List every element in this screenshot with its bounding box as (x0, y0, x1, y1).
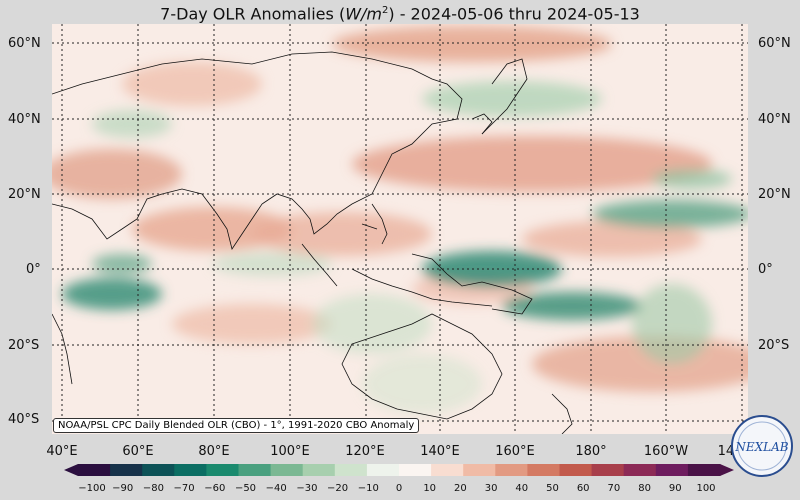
lat-label-20s-left: 20°S (8, 338, 40, 353)
colorbar-tick-label: 40 (515, 483, 529, 494)
colorbar-tick-label: −90 (112, 483, 134, 494)
lat-label-20s-right: 20°S (758, 338, 790, 353)
lat-label-60n-left: 60°N (8, 36, 41, 51)
anomaly-shading (52, 26, 748, 414)
colorbar-cell (591, 464, 625, 476)
colorbar-tick-label: 70 (607, 483, 621, 494)
colorbar-tick-label: −70 (173, 483, 195, 494)
colorbar-tick-label: −80 (142, 483, 164, 494)
colorbar-cell (142, 464, 175, 476)
logo-text: NEXLAB (734, 440, 788, 454)
lat-label-40n-right: 40°N (758, 112, 791, 127)
lon-label-120e: 120°E (345, 444, 385, 459)
lat-label-20n-left: 20°N (8, 187, 41, 202)
colorbar-cell (495, 464, 528, 476)
lon-label-160e: 160°E (495, 444, 535, 459)
colorbar-cell (110, 464, 143, 476)
colorbar-tick-label: 100 (696, 483, 716, 494)
colorbar-tick-label: −60 (204, 483, 226, 494)
colorbar-min-arrow (64, 464, 78, 476)
colorbar (64, 464, 734, 476)
colorbar-tick-label: 30 (484, 483, 498, 494)
colorbar-tick-label: −10 (357, 483, 379, 494)
colorbar-cell (431, 464, 464, 476)
colorbar-tick-label: 50 (546, 483, 559, 494)
colorbar-tick-label: 0 (395, 483, 403, 494)
colorbar-cell (270, 464, 304, 476)
map-title: 7-Day OLR Anomalies (W/m2) - 2024-05-06 … (160, 4, 640, 24)
colorbar-tick-label: −30 (296, 483, 318, 494)
colorbar-cell (655, 464, 689, 476)
colorbar-cell (334, 464, 368, 476)
colorbar-cell (559, 464, 593, 476)
lat-label-eq-right: 0° (758, 262, 773, 277)
colorbar-tick-label: −50 (234, 483, 257, 494)
colorbar-cell (687, 464, 721, 476)
lon-label-140e: 140°E (420, 444, 460, 459)
colorbar-cell (527, 464, 560, 476)
graticule (52, 24, 748, 434)
olr-anomaly-map (52, 24, 748, 434)
lon-label-40e: 40°E (46, 444, 78, 459)
colorbar-cell (463, 464, 496, 476)
lon-label-100e: 100°E (270, 444, 310, 459)
colorbar-tick-label: 80 (638, 483, 651, 494)
colorbar-cell (238, 464, 272, 476)
colorbar-max-arrow (720, 464, 734, 476)
colorbar-tick-label: −40 (265, 483, 287, 494)
lat-label-20n-right: 20°N (758, 187, 791, 202)
lon-label-180: 180° (575, 444, 607, 459)
colorbar-cell (174, 464, 207, 476)
colorbar-cell (623, 464, 657, 476)
colorbar-cell (399, 464, 432, 476)
lon-label-160w: 160°W (643, 444, 689, 459)
colorbar-tick-label: −20 (327, 483, 349, 494)
lat-label-40s-left: 40°S (8, 412, 40, 427)
lon-label-80e: 80°E (198, 444, 230, 459)
lat-label-40n-left: 40°N (8, 112, 41, 127)
colorbar-tick-label: 10 (423, 483, 437, 494)
colorbar-tick-label: 20 (454, 483, 467, 494)
colorbar-cell (206, 464, 239, 476)
colorbar-cell (78, 464, 111, 476)
colorbar-tick-label: −100 (78, 483, 106, 494)
nexlab-logo-icon: NEXLAB (731, 415, 793, 477)
lat-label-eq-left: 0° (26, 262, 41, 277)
data-source-credit: NOAA/PSL CPC Daily Blended OLR (CBO) - 1… (53, 418, 420, 433)
lat-label-60n-right: 60°N (758, 36, 791, 51)
colorbar-tick-label: 60 (576, 483, 590, 494)
colorbar-cell (366, 464, 400, 476)
colorbar-tick-label: 90 (668, 483, 682, 494)
colorbar-cell (302, 464, 336, 476)
coastlines (52, 51, 573, 434)
olr-anomaly-field (52, 24, 748, 434)
lon-label-60e: 60°E (122, 444, 154, 459)
